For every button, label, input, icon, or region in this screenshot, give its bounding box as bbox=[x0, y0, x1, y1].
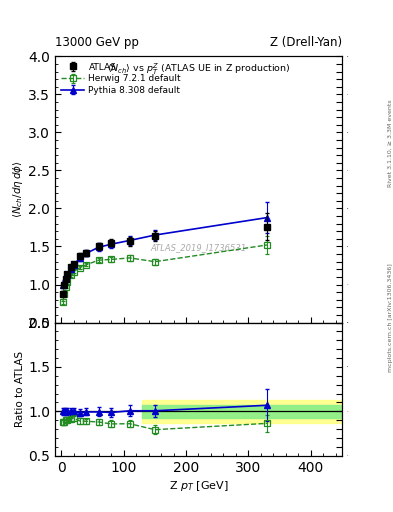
Y-axis label: $\langle N_{ch}/d\eta\,d\phi\rangle$: $\langle N_{ch}/d\eta\,d\phi\rangle$ bbox=[11, 161, 26, 218]
Text: $\langle N_{ch}\rangle$ vs $p_{T}^{Z}$ (ATLAS UE in Z production): $\langle N_{ch}\rangle$ vs $p_{T}^{Z}$ (… bbox=[107, 61, 290, 77]
Legend: ATLAS, Herwig 7.2.1 default, Pythia 8.308 default: ATLAS, Herwig 7.2.1 default, Pythia 8.30… bbox=[59, 61, 183, 97]
Text: 13000 GeV pp: 13000 GeV pp bbox=[55, 36, 139, 49]
Text: Z (Drell-Yan): Z (Drell-Yan) bbox=[270, 36, 342, 49]
X-axis label: Z $p_{T}$ [GeV]: Z $p_{T}$ [GeV] bbox=[169, 479, 228, 493]
Text: mcplots.cern.ch [arXiv:1306.3436]: mcplots.cern.ch [arXiv:1306.3436] bbox=[388, 263, 393, 372]
Text: ATLAS_2019_I1736531: ATLAS_2019_I1736531 bbox=[151, 244, 246, 252]
Y-axis label: Ratio to ATLAS: Ratio to ATLAS bbox=[15, 351, 26, 427]
Text: Rivet 3.1.10, ≥ 3.3M events: Rivet 3.1.10, ≥ 3.3M events bbox=[388, 99, 393, 187]
